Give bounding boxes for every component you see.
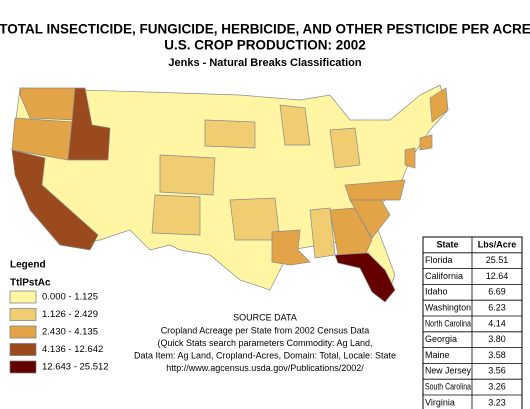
source-line: Data Item: Ag Land, Cropland-Acres, Doma… (134, 350, 396, 360)
data-table: State Lbs/Acre Florida 25.51 California 12.64… (422, 236, 523, 409)
table-state: South Carolina (425, 381, 471, 391)
table-value: 12.64 (486, 271, 509, 281)
classification: Jenks - Natural Breaks Classification (168, 57, 361, 69)
table-state: Maine (425, 350, 450, 360)
source-line: http://www.agcensus.usda.gov/Publication… (166, 363, 364, 373)
legend-swatch (9, 290, 37, 304)
table-state: California (425, 271, 463, 281)
legend-label: 12.643 - 25.512 (42, 362, 109, 373)
title: TOTAL INSECTICIDE, FUNGICIDE, HERBICIDE,… (0, 22, 530, 37)
table-value: 3.26 (488, 381, 506, 391)
legend-label: 0.000 - 1.125 (42, 292, 98, 303)
table-header: Lbs/Acre (478, 239, 517, 249)
table-header: State (436, 239, 458, 249)
table-state: Washington (425, 302, 471, 312)
source-heading: SOURCE DATA (233, 312, 297, 322)
source-line: (Quick Stats search parameters Commodity… (157, 338, 372, 348)
table-state: Virginia (425, 397, 455, 407)
legend-swatch (9, 308, 37, 321)
table-state: Florida (425, 255, 453, 265)
legend-label: 2.430 - 4.135 (42, 327, 98, 338)
table-value: 3.58 (488, 350, 506, 360)
source-line: Cropland Acreage per State from 2002 Cen… (161, 325, 370, 335)
legend-swatch (9, 325, 37, 339)
subtitle: U.S. CROP PRODUCTION: 2002 (164, 38, 366, 53)
table-value: 4.14 (488, 318, 506, 328)
table-state: New Jersey (425, 366, 471, 376)
source-lines: Cropland Acreage per State from 2002 Cen… (134, 325, 396, 373)
legend-label: 4.136 - 12.642 (42, 344, 103, 355)
table-state: Idaho (425, 287, 448, 297)
legend-swatch (9, 343, 37, 356)
table-value: 6.23 (488, 302, 506, 312)
table-value: 3.23 (488, 397, 506, 407)
legend-label: 1.126 - 2.429 (42, 309, 98, 320)
legend-field: TtlPstAc (10, 278, 51, 289)
table-state: Georgia (425, 334, 457, 344)
table-value: 6.69 (488, 287, 506, 297)
table-value: 3.80 (488, 334, 506, 344)
table-state: North Carolina (425, 318, 471, 328)
table-value: 3.56 (488, 366, 506, 376)
legend: 0.000 - 1.125 1.126 - 2.429 2.430 - 4.135 4… (9, 290, 109, 374)
us-map (11, 84, 449, 303)
table-value: 25.51 (486, 255, 509, 265)
legend-title: Legend (10, 260, 46, 271)
legend-swatch (9, 360, 37, 374)
table-frame (422, 236, 523, 409)
